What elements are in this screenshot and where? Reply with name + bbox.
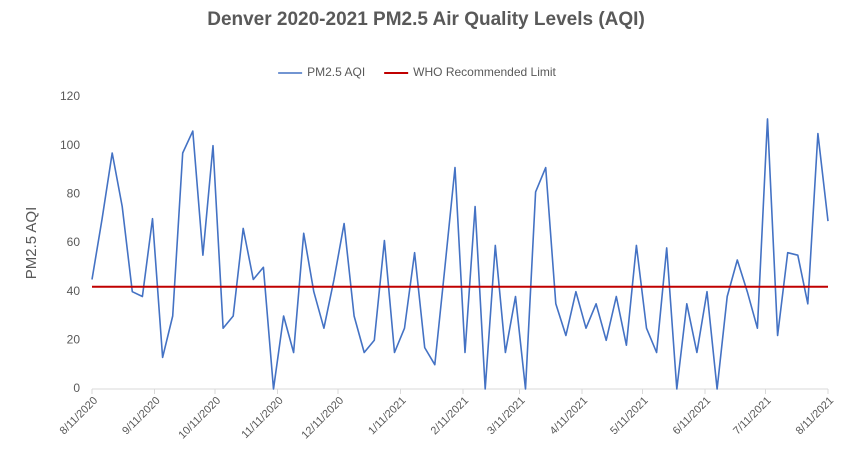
- y-tick-label: 60: [67, 235, 81, 249]
- x-tick-label: 5/11/2021: [608, 395, 651, 438]
- legend-label: PM2.5 AQI: [307, 65, 365, 79]
- y-tick-label: 40: [67, 284, 81, 298]
- x-tick-label: 11/11/2020: [239, 395, 285, 441]
- chart-title: Denver 2020-2021 PM2.5 Air Quality Level…: [207, 9, 645, 30]
- x-tick-label: 10/11/2020: [176, 395, 223, 442]
- y-tick-label: 100: [60, 138, 80, 152]
- x-tick-label: 12/11/2020: [299, 395, 346, 442]
- x-tick-label: 1/11/2021: [366, 395, 409, 438]
- data-line: [91, 118, 829, 390]
- x-tick-label: 6/11/2021: [671, 395, 714, 438]
- x-tick-label: 8/11/2020: [58, 395, 101, 438]
- x-tick-label: 3/11/2021: [485, 395, 528, 438]
- x-tick-label: 4/11/2021: [548, 395, 591, 438]
- x-tick-label: 8/11/2021: [794, 395, 837, 438]
- x-tick-label: 2/11/2021: [429, 395, 472, 438]
- y-axis-label: PM2.5 AQI: [23, 207, 40, 280]
- y-tick-label: 120: [60, 89, 80, 103]
- y-tick-label: 0: [73, 381, 80, 395]
- legend-label: WHO Recommended Limit: [413, 65, 556, 79]
- x-tick-label: 9/11/2020: [120, 395, 163, 438]
- x-tick-label: 7/11/2021: [731, 395, 774, 438]
- y-tick-label: 20: [67, 333, 81, 347]
- y-tick-label: 80: [67, 187, 81, 201]
